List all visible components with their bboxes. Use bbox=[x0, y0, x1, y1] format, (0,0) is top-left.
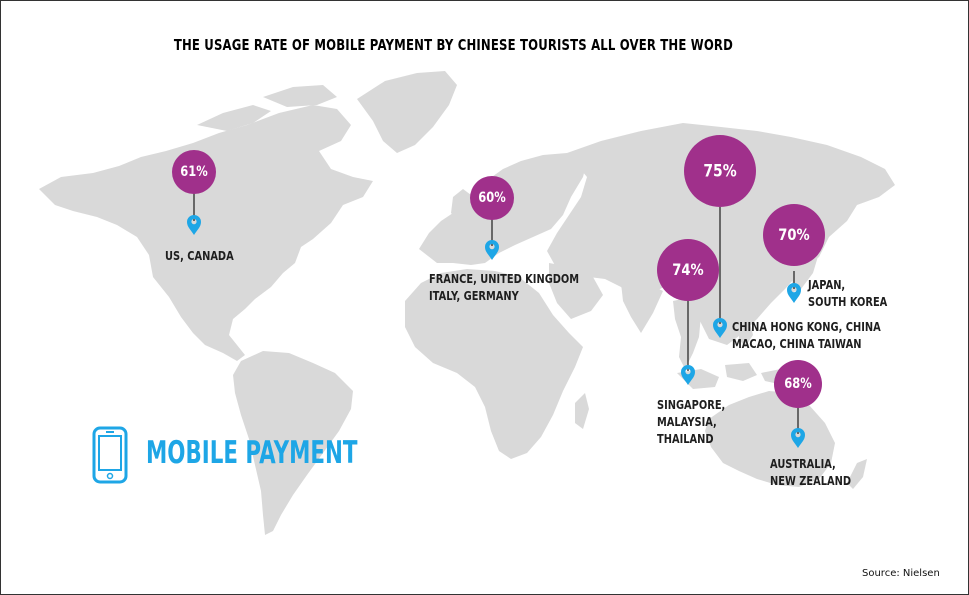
bubble-japan-korea bbox=[763, 204, 825, 266]
location-pin-icon bbox=[791, 428, 805, 448]
value-label-japan-korea: 70% bbox=[778, 226, 810, 245]
legend-label: MOBILE PAYMENT bbox=[146, 435, 358, 471]
value-label-oceania: 68% bbox=[784, 376, 812, 392]
new-zealand-landmass bbox=[847, 459, 867, 489]
madagascar-landmass bbox=[575, 393, 589, 429]
place-label-japan-korea: JAPAN, SOUTH KOREA bbox=[808, 278, 888, 309]
bubble-layer: 61% 60% 75% 70% 74% 68% bbox=[172, 135, 825, 408]
place-label-us-canada: US, CANADA bbox=[165, 249, 234, 263]
value-label-europe: 60% bbox=[478, 190, 506, 206]
place-label-southeast-asia: SINGAPORE, MALAYSIA, THAILAND bbox=[657, 398, 726, 446]
location-pin-icon bbox=[187, 215, 201, 235]
greenland-landmass bbox=[357, 71, 457, 153]
bubble-europe bbox=[470, 176, 514, 220]
location-pin-icon bbox=[787, 283, 801, 303]
southeast-asia-landmass bbox=[673, 297, 701, 369]
value-label-us-canada: 61% bbox=[180, 164, 208, 180]
location-pin-icon bbox=[485, 240, 499, 260]
arabia-landmass bbox=[549, 263, 603, 319]
page-title: THE USAGE RATE OF MOBILE PAYMENT BY CHIN… bbox=[173, 36, 733, 54]
location-pin-icon bbox=[713, 318, 727, 338]
place-label-oceania: AUSTRALIA, NEW ZEALAND bbox=[770, 457, 852, 488]
british-isles-landmass bbox=[451, 189, 471, 221]
smartphone-icon bbox=[92, 426, 128, 489]
place-label-china-regions: CHINA HONG KONG, CHINA MACAO, CHINA TAIW… bbox=[732, 320, 881, 351]
arctic-islands-landmass bbox=[197, 85, 337, 131]
north-america-landmass bbox=[39, 105, 373, 361]
source-note: Source: Nielsen bbox=[862, 568, 940, 579]
south-america-landmass bbox=[233, 351, 353, 535]
pin-layer bbox=[187, 215, 805, 448]
bubble-southeast-asia bbox=[657, 239, 719, 301]
bubble-oceania bbox=[774, 360, 822, 408]
bubble-us-canada bbox=[172, 150, 216, 194]
australia-landmass bbox=[705, 391, 835, 487]
africa-landmass bbox=[405, 269, 583, 459]
bubble-china-regions bbox=[684, 135, 756, 207]
india-landmass bbox=[621, 283, 663, 333]
location-pin-icon bbox=[681, 365, 695, 385]
place-label-europe: FRANCE, UNITED KINGDOM ITALY, GERMANY bbox=[429, 272, 580, 303]
value-label-southeast-asia: 74% bbox=[672, 261, 704, 280]
value-label-china-regions: 75% bbox=[703, 161, 737, 181]
